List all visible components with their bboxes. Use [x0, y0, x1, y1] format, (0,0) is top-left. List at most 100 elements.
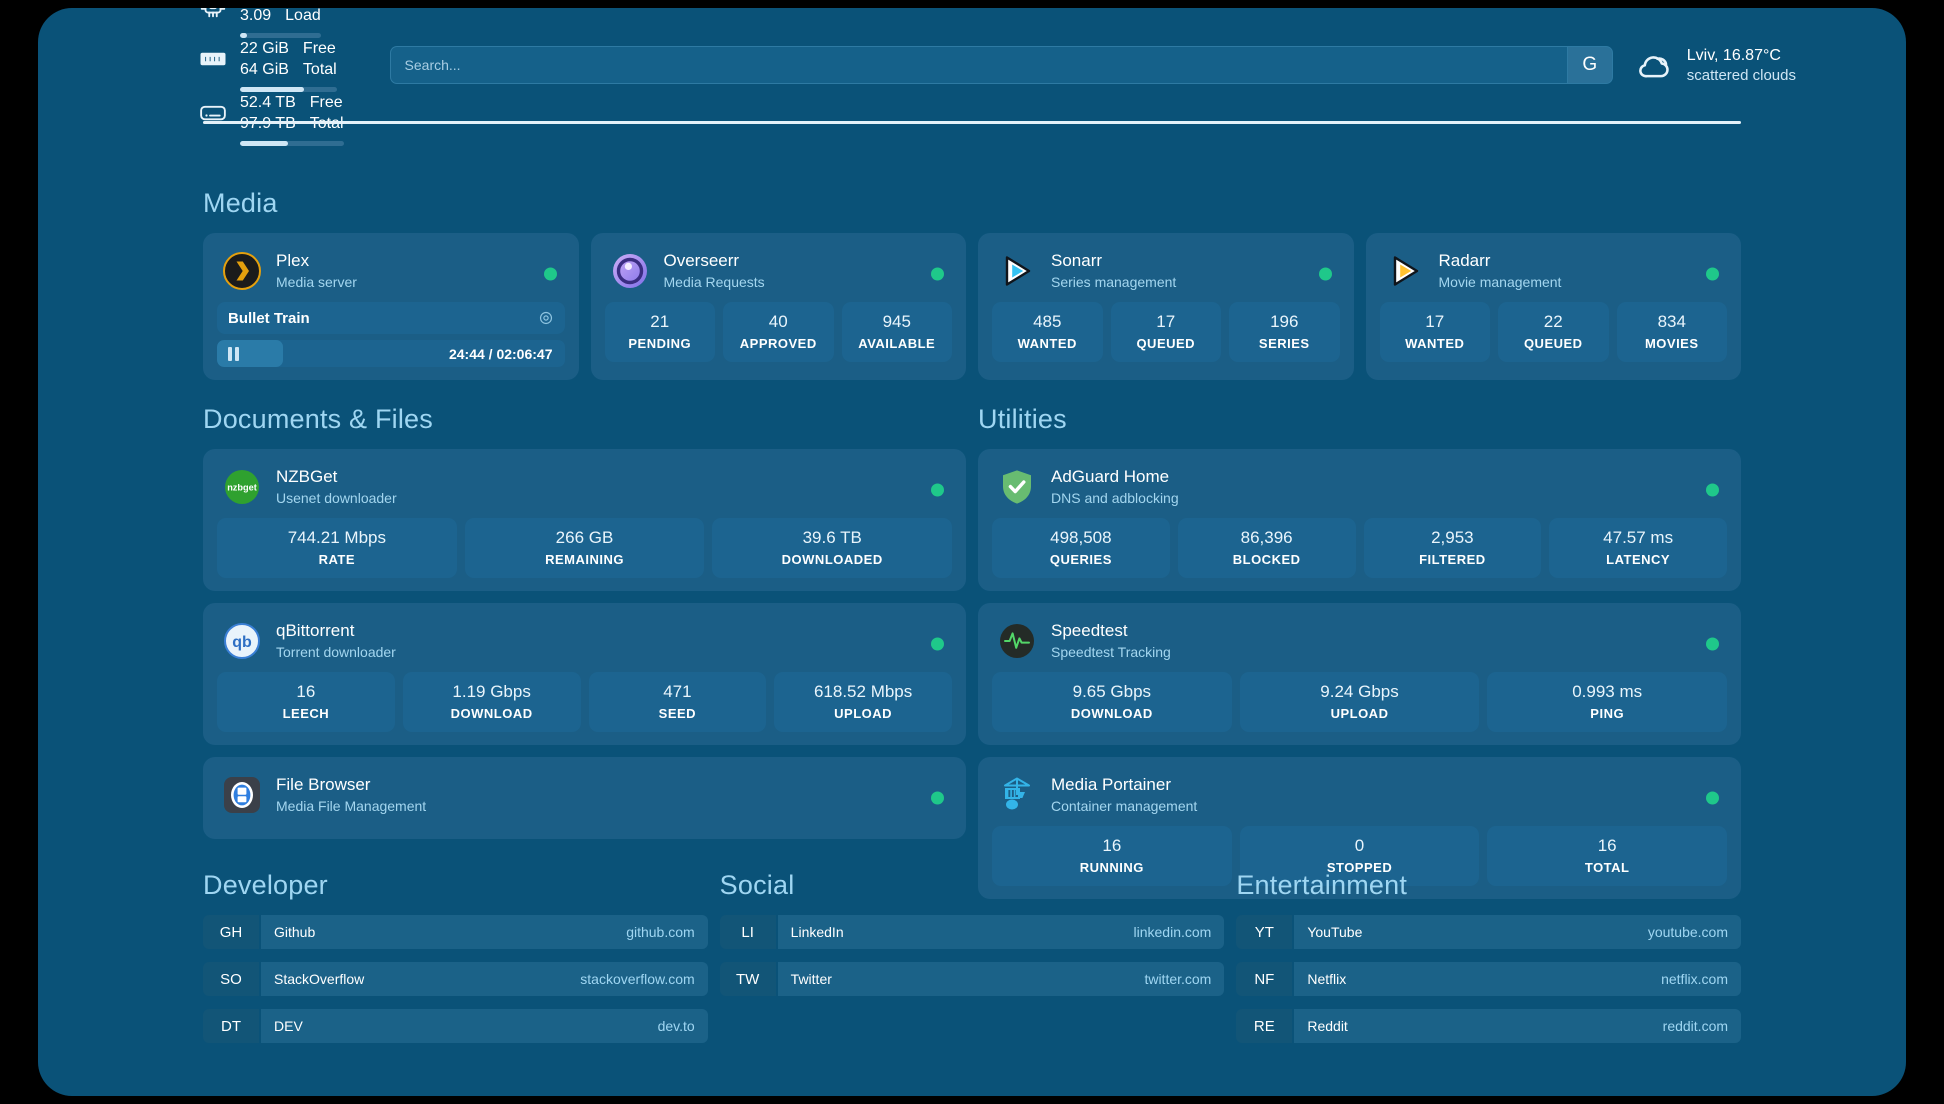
stat-tile[interactable]: 17 QUEUED: [1110, 302, 1221, 362]
stat-tile[interactable]: 9.65 Gbps DOWNLOAD: [992, 672, 1232, 732]
now-playing-progress-bar[interactable]: 24:44 / 02:06:47: [217, 340, 565, 367]
service-description: Usenet downloader: [276, 490, 397, 506]
service-description: Movie management: [1438, 274, 1562, 290]
service-card-speedtest[interactable]: Speedtest Speedtest Tracking 9.65 Gbps DOWN…: [978, 603, 1741, 745]
bookmark-url: github.com: [626, 924, 695, 940]
stat-tile[interactable]: 16 TOTAL: [1487, 826, 1728, 886]
stat-tile[interactable]: 86,396 BLOCKED: [1177, 518, 1356, 578]
stat-label: TOTAL: [1584, 860, 1630, 875]
weather-location-temp: Lviv, 16.87°C: [1686, 46, 1781, 64]
stat-tile[interactable]: 9.24 Gbps UPLOAD: [1239, 672, 1480, 732]
stat-tile[interactable]: 1.19 Gbps DOWNLOAD: [402, 672, 581, 732]
service-card-file-browser[interactable]: File Browser Media File Management: [203, 757, 966, 839]
bookmark-link[interactable]: YT YouTube youtube.com: [1236, 915, 1742, 949]
stat-tile[interactable]: 485 WANTED: [992, 302, 1103, 362]
filebrowser-icon: [223, 776, 261, 814]
service-description: Media File Management: [276, 798, 427, 814]
stat-label: LEECH: [282, 706, 330, 721]
stat-tile[interactable]: 39.6 TB DOWNLOADED: [712, 518, 953, 578]
stat-label: UPLOAD: [834, 706, 893, 721]
service-card-radarr[interactable]: Radarr Movie management 17 WANTED 22 QUEUED 83…: [1365, 233, 1741, 380]
stat-tile[interactable]: 266 GB REMAINING: [464, 518, 705, 578]
status-indicator-dot: [1706, 637, 1719, 650]
bookmark-link[interactable]: DT DEV dev.to: [203, 1009, 708, 1043]
stat-label: APPROVED: [739, 336, 817, 351]
stat-label: WANTED: [1405, 336, 1465, 351]
stat-label: QUEUED: [1523, 336, 1583, 351]
stat-tile[interactable]: 618.52 Mbps UPLOAD: [774, 672, 952, 732]
resource-progress-bar: [240, 141, 344, 146]
service-card-overseerr[interactable]: Overseerr Media Requests 21 PENDING 40 APPROV…: [590, 233, 966, 380]
bookmarks-area: Developer GH Github github.com SO StackOverfl…: [203, 870, 1742, 1056]
svg-text:qb: qb: [232, 634, 252, 651]
stat-value: 744.21 Mbps: [287, 528, 386, 547]
stat-tile[interactable]: 0 STOPPED: [1239, 826, 1480, 886]
stat-tile[interactable]: 21 PENDING: [604, 302, 715, 362]
stat-value: 21: [650, 312, 670, 331]
stat-value: 196: [1270, 312, 1299, 331]
service-name: Speedtest: [1051, 621, 1128, 640]
service-card-media-portainer[interactable]: Media Portainer Container management 16 RUN…: [978, 757, 1741, 899]
stat-value: 16: [296, 682, 316, 701]
service-card-adguard-home[interactable]: AdGuard Home DNS and adblocking 498,508 QUE…: [978, 449, 1741, 591]
pause-icon[interactable]: [228, 346, 241, 361]
stat-tile[interactable]: 47.57 ms LATENCY: [1549, 518, 1727, 578]
service-card-sonarr[interactable]: Sonarr Series management 485 WANTED 17 QUEUED…: [978, 233, 1354, 380]
system-resources: 9%3.09CPULoad 22 GiB 64 GiB Free Total 52.4 T…: [198, 8, 372, 146]
stat-value: 834: [1657, 312, 1686, 331]
search-input[interactable]: [389, 46, 1567, 84]
stat-tile[interactable]: 945 AVAILABLE: [841, 302, 952, 362]
stat-tile[interactable]: 22 QUEUED: [1498, 302, 1609, 362]
adguard-icon: [998, 468, 1036, 506]
bookmark-link[interactable]: SO StackOverflow stackoverflow.com: [203, 962, 708, 996]
status-indicator-dot: [931, 791, 944, 804]
service-card-header: qb qBittorrent Torrent downloader: [217, 615, 952, 672]
resource-value: 22 GiB: [240, 40, 289, 57]
stat-label: DOWNLOADED: [781, 552, 883, 567]
bookmark-link[interactable]: GH Github github.com: [203, 915, 708, 949]
bookmark-abbreviation: GH: [203, 915, 259, 949]
bookmark-link[interactable]: NF Netflix netflix.com: [1236, 962, 1742, 996]
search-engine-button[interactable]: G: [1566, 46, 1613, 84]
bookmark-url: stackoverflow.com: [580, 971, 695, 987]
stat-tile[interactable]: 40 APPROVED: [723, 302, 834, 362]
stat-tile[interactable]: 196 SERIES: [1229, 302, 1340, 362]
service-stats-row: 498,508 QUERIES 86,396 BLOCKED 2,953 FILTERED…: [992, 518, 1727, 578]
service-card-header: Plex Media server: [217, 245, 565, 302]
stat-label: BLOCKED: [1232, 552, 1301, 567]
bookmark-link[interactable]: TW Twitter twitter.com: [719, 962, 1225, 996]
bookmark-abbreviation: LI: [719, 915, 776, 949]
stat-tile[interactable]: 498,508 QUERIES: [992, 518, 1170, 578]
stat-tile[interactable]: 16 LEECH: [217, 672, 395, 732]
stat-label: QUEUED: [1136, 336, 1196, 351]
stat-label: PENDING: [628, 336, 692, 351]
service-name: Radarr: [1438, 251, 1491, 270]
stat-tile[interactable]: 16 RUNNING: [992, 826, 1232, 886]
service-card-qbittorrent[interactable]: qb qBittorrent Torrent downloader 16 LEECH 1.…: [203, 603, 966, 745]
stat-tile[interactable]: 834 MOVIES: [1616, 302, 1727, 362]
gear-icon[interactable]: [538, 310, 554, 326]
stat-tile[interactable]: 17 WANTED: [1379, 302, 1490, 362]
nzbget-icon: nzbget: [223, 468, 261, 506]
stat-tile[interactable]: 471 SEED: [588, 672, 767, 732]
bookmark-link[interactable]: RE Reddit reddit.com: [1236, 1009, 1742, 1043]
bookmark-group-title: Social: [719, 870, 795, 900]
service-stats-row: 16 RUNNING 0 STOPPED 16 TOTAL: [992, 826, 1728, 886]
service-card-nzbget[interactable]: nzbget NZBGet Usenet downloader 744.21 Mbps…: [203, 449, 966, 591]
service-name: Plex: [276, 251, 310, 270]
bookmark-group-developer: Developer GH Github github.com SO StackOverfl…: [203, 870, 708, 1056]
service-stats-row: 17 WANTED 22 QUEUED 834 MOVIES: [1379, 302, 1727, 362]
search-bar[interactable]: G: [389, 46, 1613, 84]
service-card-plex[interactable]: Plex Media server Bullet Train 24:44 / 02:0…: [203, 233, 579, 380]
stat-value: 1.19 Gbps: [452, 682, 531, 701]
bookmark-link[interactable]: LI LinkedIn linkedin.com: [719, 915, 1225, 949]
stat-label: SERIES: [1258, 336, 1310, 351]
stat-tile[interactable]: 0.993 ms PING: [1487, 672, 1728, 732]
bookmark-url: reddit.com: [1662, 1018, 1729, 1034]
stat-tile[interactable]: 744.21 Mbps RATE: [217, 518, 457, 578]
scattered-clouds-icon: [1635, 46, 1673, 84]
stat-value: 498,508: [1050, 528, 1112, 547]
stat-tile[interactable]: 2,953 FILTERED: [1363, 518, 1542, 578]
weather-widget: Lviv, 16.87°C scattered clouds: [1635, 45, 1796, 86]
stat-value: 9.24 Gbps: [1320, 682, 1399, 701]
